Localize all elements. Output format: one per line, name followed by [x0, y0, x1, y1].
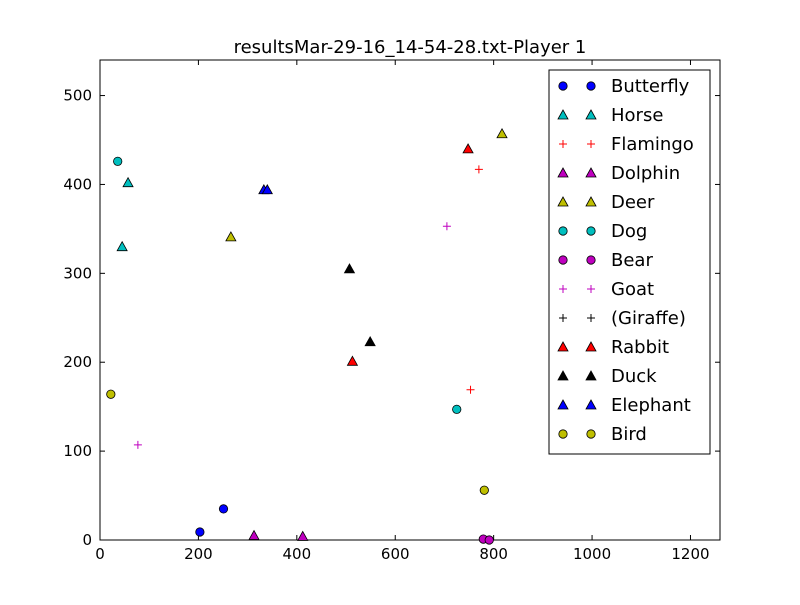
x-tick-label: 600: [381, 545, 410, 563]
point-rabbit: [462, 143, 474, 154]
y-tick-label: 300: [63, 264, 92, 282]
legend-marker-rabbit: [585, 341, 597, 352]
legend-label-goat: Goat: [611, 279, 654, 300]
legend-marker-bear: [586, 255, 596, 265]
legend-label-duck: Duck: [611, 366, 657, 387]
legend-marker-butterfly: [586, 81, 596, 91]
legend-marker-elephant: [585, 399, 597, 410]
point-elephant: [261, 183, 273, 195]
y-tick-label: 0: [82, 531, 92, 549]
x-tick-label: 400: [283, 545, 312, 563]
point-goat: [133, 440, 142, 449]
legend-label-deer: Deer: [611, 192, 655, 213]
legend-marker-dolphin: [557, 167, 569, 178]
legend-marker-dog: [558, 226, 568, 236]
point-butterfly: [195, 527, 205, 537]
point-deer: [225, 231, 237, 242]
legend-label-dog: Dog: [611, 221, 647, 242]
legend-marker-bird: [558, 429, 568, 439]
y-tick-label: 200: [63, 353, 92, 371]
legend-marker-giraffe: [587, 314, 595, 322]
point-goat: [442, 222, 451, 231]
legend-label-horse: Horse: [611, 105, 663, 126]
legend-marker-goat: [587, 285, 595, 293]
legend: Butterfly Horse Flamingo Dolphin Deer Dog Bear…: [548, 69, 711, 455]
point-dolphin: [248, 529, 260, 540]
legend-marker-elephant: [557, 399, 569, 410]
data-points: [106, 127, 508, 545]
legend-marker-flamingo: [587, 140, 595, 148]
point-dog: [113, 156, 123, 166]
x-tick-label: 800: [479, 545, 508, 563]
point-horse: [116, 240, 128, 252]
point-flamingo: [474, 165, 483, 174]
legend-marker-dolphin: [585, 167, 597, 178]
legend-marker-duck: [557, 370, 569, 381]
legend-marker-giraffe: [559, 314, 567, 322]
legend-marker-deer: [557, 196, 569, 207]
legend-marker-rabbit: [557, 341, 569, 352]
point-duck: [364, 335, 376, 347]
legend-label-rabbit: Rabbit: [611, 337, 669, 358]
point-bear: [484, 535, 494, 545]
x-tick-label: 200: [184, 545, 213, 563]
point-flamingo: [466, 385, 475, 394]
legend-marker-bear: [558, 255, 568, 265]
legend-label-butterfly: Butterfly: [611, 76, 690, 97]
x-tick-label: 1200: [671, 545, 709, 563]
legend-label-flamingo: Flamingo: [611, 134, 694, 155]
chart-title: resultsMar-29-16_14-54-28.txt-Player 1: [234, 37, 587, 58]
y-tick-label: 100: [63, 442, 92, 460]
point-dolphin: [297, 530, 309, 541]
point-rabbit: [346, 355, 359, 366]
legend-marker-dog: [586, 226, 596, 236]
point-bird: [479, 485, 489, 495]
point-duck: [343, 263, 356, 274]
legend-marker-bird: [586, 429, 596, 439]
point-horse: [122, 176, 134, 188]
y-tick-label: 500: [63, 87, 92, 105]
point-dog: [452, 404, 462, 414]
legend-marker-butterfly: [558, 81, 568, 91]
legend-label-bird: Bird: [611, 424, 647, 445]
x-tick-label: 1000: [573, 545, 611, 563]
y-tick-label: 400: [63, 175, 92, 193]
point-butterfly: [218, 504, 229, 514]
point-deer: [496, 127, 508, 139]
legend-marker-horse: [585, 109, 597, 120]
legend-box: [548, 69, 711, 455]
legend-marker-deer: [585, 196, 597, 207]
legend-marker-goat: [559, 285, 567, 293]
legend-label-giraffe: (Giraffe): [611, 308, 686, 329]
axis-ticks: 0 200 400 600 800 1000 1200 0 100 200 300 400 500: [63, 60, 720, 563]
x-tick-label: 0: [95, 545, 105, 563]
legend-marker-duck: [585, 370, 597, 381]
point-bird: [106, 389, 116, 399]
legend-label-dolphin: Dolphin: [611, 163, 680, 184]
legend-marker-horse: [557, 109, 569, 120]
legend-label-bear: Bear: [611, 250, 653, 271]
legend-marker-flamingo: [559, 140, 567, 148]
legend-label-elephant: Elephant: [611, 395, 691, 416]
